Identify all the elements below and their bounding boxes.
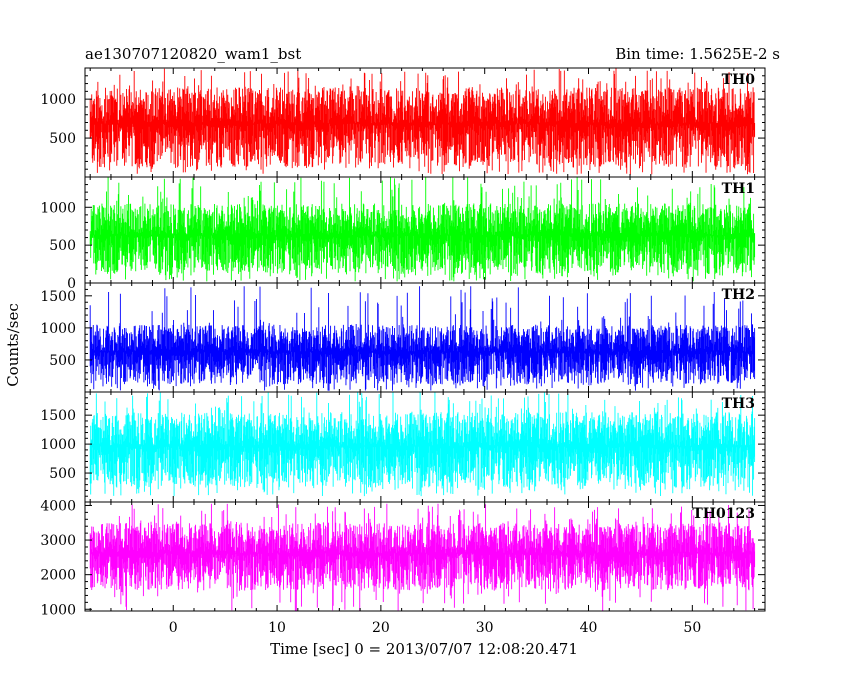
chart-title: ae130707120820_wam1_bst [85, 45, 301, 63]
series-line-th3 [89, 392, 756, 497]
y-tick-label: 500 [49, 353, 76, 369]
x-tick-label: 20 [372, 620, 390, 636]
y-tick-label: 500 [49, 466, 76, 482]
channel-label-th2: TH2 [722, 287, 755, 303]
y-tick-label: 1500 [40, 408, 76, 424]
y-tick-label: 1000 [40, 437, 76, 453]
y-tick-label: 1000 [40, 92, 76, 108]
y-tick-label: 1000 [40, 602, 76, 618]
y-tick-label: 2000 [40, 568, 76, 584]
channel-label-th1: TH1 [722, 181, 755, 197]
y-tick-label: 4000 [40, 498, 76, 514]
panel-frame-th0123 [84, 501, 766, 612]
y-axis-label: Counts/sec [4, 303, 22, 387]
x-axis-label: Time [sec] 0 = 2013/07/07 12:08:20.471 [270, 640, 578, 658]
series-line-th2 [89, 286, 756, 391]
y-tick-label: 1000 [40, 200, 76, 216]
y-tick-label: 1000 [40, 321, 76, 337]
series-line-th0 [89, 68, 756, 175]
y-tick-label: 500 [49, 238, 76, 254]
x-tick-label: 10 [268, 620, 286, 636]
channel-label-th0123: TH0123 [692, 506, 755, 522]
bin-time-label: Bin time: 1.5625E-2 s [615, 45, 780, 63]
series-line-th1 [89, 177, 756, 282]
x-tick-label: 50 [683, 620, 701, 636]
x-tick-label: 0 [169, 620, 178, 636]
y-tick-label: 1500 [40, 289, 76, 305]
x-tick-label: 30 [476, 620, 494, 636]
y-tick-label: 0 [67, 276, 76, 292]
channel-label-th3: TH3 [722, 396, 755, 412]
y-tick-label: 500 [49, 131, 76, 147]
x-tick-label: 40 [580, 620, 598, 636]
channel-label-th0: TH0 [722, 72, 756, 88]
y-tick-label: 3000 [40, 533, 76, 549]
series-line-th0123 [89, 503, 756, 611]
